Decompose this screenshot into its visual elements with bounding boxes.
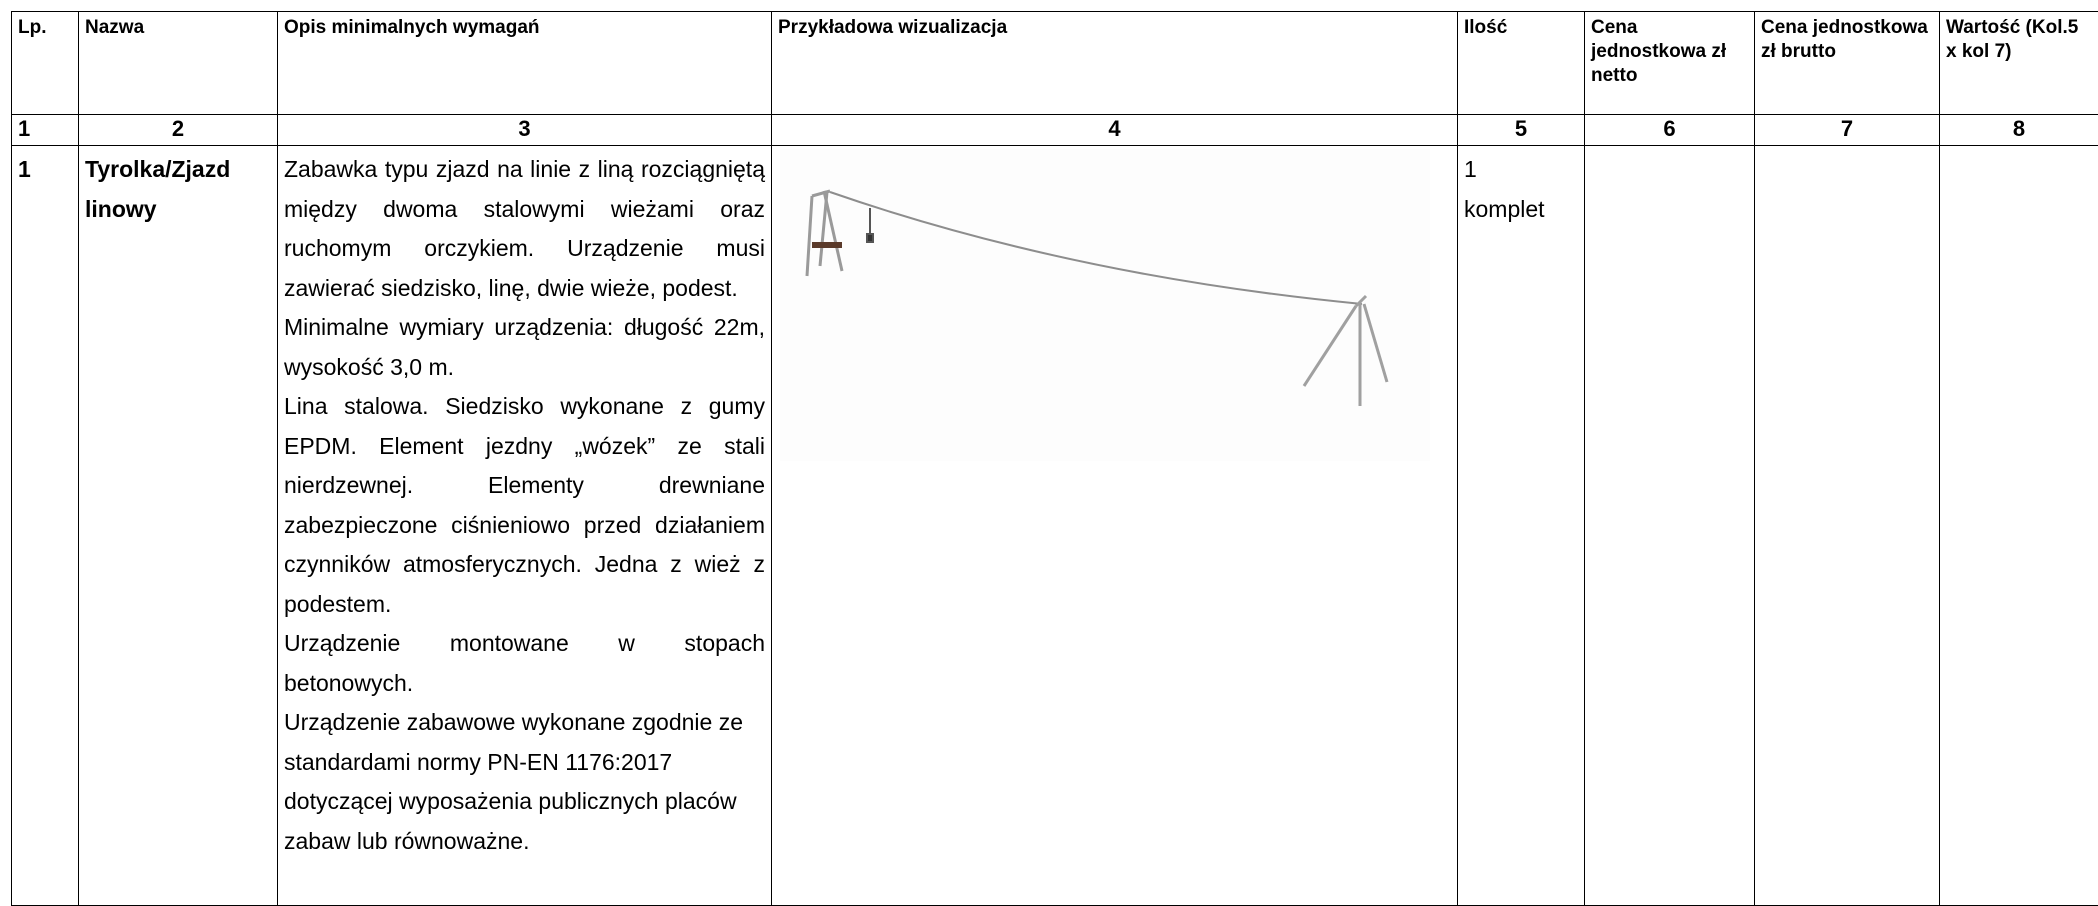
item-number: 1 bbox=[12, 146, 79, 906]
description-paragraph: Urządzenie montowane w stopach betonowyc… bbox=[284, 624, 765, 703]
empty-cell bbox=[1585, 146, 1755, 906]
column-number: 3 bbox=[278, 115, 772, 146]
specification-table: Lp. Nazwa Opis minimalnych wymagań Przyk… bbox=[11, 11, 2098, 906]
description-paragraph: Urządzenie zabawowe wykonane zgodnie ze … bbox=[284, 703, 765, 861]
column-number: 7 bbox=[1755, 115, 1940, 146]
column-number: 2 bbox=[79, 115, 278, 146]
item-quantity: 1 komplet bbox=[1458, 146, 1585, 906]
image-background bbox=[780, 149, 1430, 461]
item-name: Tyrolka/Zjazd linowy bbox=[79, 146, 278, 906]
column-number: 6 bbox=[1585, 115, 1755, 146]
header-row: Lp. Nazwa Opis minimalnych wymagań Przyk… bbox=[12, 12, 2098, 115]
header-cell: Ilość bbox=[1458, 12, 1585, 115]
header-cell: Wartość (Kol.5 x kol 7) bbox=[1940, 12, 2098, 115]
platform bbox=[812, 242, 842, 248]
description-paragraph: Minimalne wymiary urządzenia: długość 22… bbox=[284, 308, 765, 387]
header-cell: Lp. bbox=[12, 12, 79, 115]
header-cell: Przykładowa wizualizacja bbox=[772, 12, 1458, 115]
header-cell: Opis minimalnych wymagań bbox=[278, 12, 772, 115]
empty-cell bbox=[1940, 146, 2098, 906]
column-number: 8 bbox=[1940, 115, 2098, 146]
column-number: 1 bbox=[12, 115, 79, 146]
description-paragraph: Lina stalowa. Siedzisko wykonane z gumy … bbox=[284, 387, 765, 624]
description-paragraph: Zabawka typu zjazd na linie z liną rozci… bbox=[284, 150, 765, 308]
header-cell: Cena jednostkowa zł brutto bbox=[1755, 12, 1940, 115]
quantity-text: 1 komplet bbox=[1464, 150, 1545, 229]
header-cell: Cena jednostkowa zł netto bbox=[1585, 12, 1755, 115]
header-cell: Nazwa bbox=[79, 12, 278, 115]
visualization-cell bbox=[772, 146, 1458, 906]
column-number-row: 1 2 3 4 5 6 7 8 bbox=[12, 115, 2098, 146]
zipline-illustration bbox=[772, 146, 1432, 466]
item-row: 1 Tyrolka/Zjazd linowy Zabawka typu zjaz… bbox=[12, 146, 2098, 906]
column-number: 4 bbox=[772, 115, 1458, 146]
column-number: 5 bbox=[1458, 115, 1585, 146]
item-description: Zabawka typu zjazd na linie z liną rozci… bbox=[278, 146, 772, 906]
empty-cell bbox=[1755, 146, 1940, 906]
page: {"table": { "header": ["Lp.", "Nazwa", "… bbox=[0, 0, 2098, 895]
